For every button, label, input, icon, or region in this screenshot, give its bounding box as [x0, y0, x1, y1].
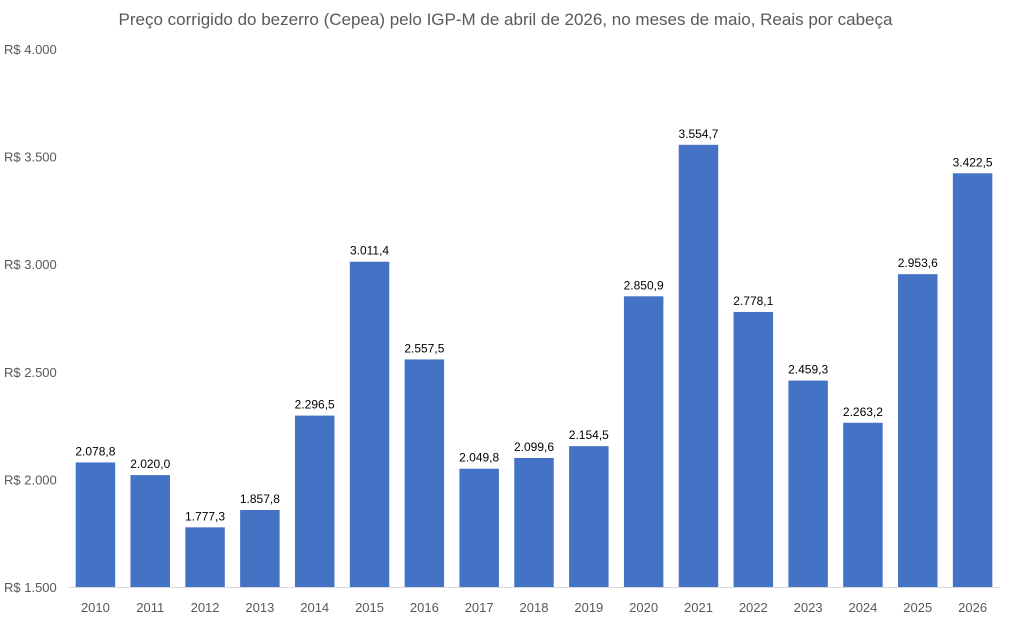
data-label: 2.078,8 [75, 444, 115, 458]
bar [404, 359, 445, 587]
data-label: 1.777,3 [185, 509, 225, 523]
x-tick-label: 2015 [355, 600, 384, 615]
data-label: 2.953,6 [898, 256, 938, 270]
x-tick-label: 2011 [136, 600, 164, 615]
bar [75, 462, 116, 587]
data-label: 1.857,8 [240, 492, 280, 506]
x-tick-label: 2018 [520, 600, 549, 615]
bar [185, 527, 225, 587]
y-tick-label: R$ 3.500 [4, 150, 57, 165]
bar [898, 274, 938, 587]
bar [952, 173, 993, 587]
data-label: 2.099,6 [514, 440, 554, 454]
data-label: 2.459,3 [788, 363, 828, 377]
data-label: 2.557,5 [404, 341, 444, 355]
data-label: 2.296,5 [295, 398, 335, 412]
bar [788, 380, 828, 587]
data-label: 2.049,8 [459, 451, 499, 465]
data-label: 2.263,2 [843, 405, 883, 419]
bar [459, 468, 499, 587]
bar [130, 475, 170, 587]
bar [240, 510, 280, 587]
bar [349, 261, 390, 587]
y-tick-label: R$ 1.500 [4, 580, 57, 595]
data-label: 2.778,1 [733, 294, 773, 308]
x-tick-label: 2017 [465, 600, 494, 615]
data-label: 3.422,5 [953, 155, 993, 169]
data-label: 3.011,4 [350, 244, 389, 258]
data-label: 2.020,0 [130, 457, 170, 471]
data-label: 2.154,5 [569, 428, 609, 442]
y-tick-label: R$ 2.500 [4, 365, 57, 380]
x-tick-label: 2022 [739, 600, 768, 615]
x-tick-label: 2019 [574, 600, 603, 615]
y-tick-label: R$ 4.000 [4, 42, 57, 57]
bar [514, 457, 554, 587]
bar [569, 446, 609, 587]
x-tick-label: 2024 [848, 600, 877, 615]
x-tick-label: 2012 [191, 600, 220, 615]
data-label: 3.554,7 [678, 127, 718, 141]
bar [733, 311, 774, 587]
bar [294, 415, 335, 587]
y-tick-label: R$ 3.000 [4, 257, 57, 272]
x-tick-label: 2026 [958, 600, 987, 615]
bar [623, 296, 664, 587]
bar [843, 422, 883, 587]
x-tick-label: 2016 [410, 600, 439, 615]
x-tick-label: 2021 [684, 600, 713, 615]
bar [678, 144, 719, 588]
x-tick-label: 2023 [794, 600, 823, 615]
chart-title: Preço corrigido do bezerro (Cepea) pelo … [118, 10, 893, 29]
y-tick-label: R$ 2.000 [4, 472, 57, 487]
x-tick-label: 2013 [245, 600, 274, 615]
x-tick-label: 2010 [81, 600, 110, 615]
x-tick-label: 2025 [903, 600, 932, 615]
x-tick-label: 2014 [300, 600, 329, 615]
data-label: 2.850,9 [624, 278, 664, 292]
x-tick-label: 2020 [629, 600, 658, 615]
